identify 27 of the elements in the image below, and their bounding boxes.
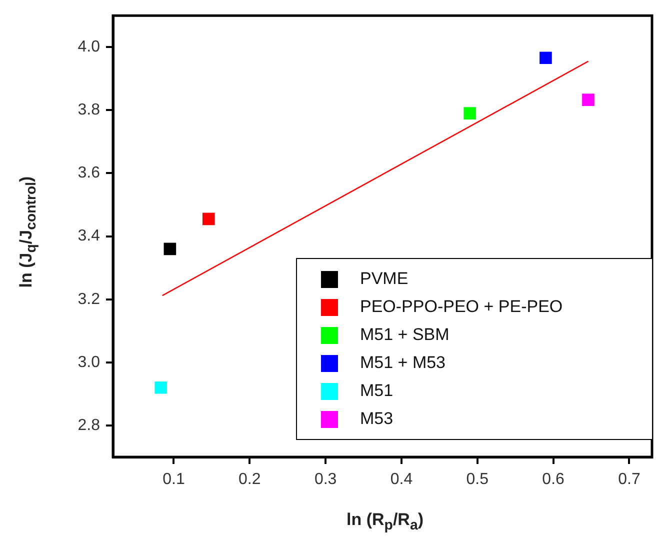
- x-tick-label: 0.4: [390, 471, 413, 488]
- x-tick-label: 0.3: [314, 471, 337, 488]
- point: [154, 381, 167, 394]
- y-tick-label: 3.2: [78, 290, 100, 308]
- legend-label: M51: [360, 381, 394, 401]
- y-tick-label: 3.4: [78, 228, 100, 245]
- x-tick-label: 0.2: [238, 471, 261, 488]
- point: [464, 107, 476, 120]
- x-tick-label: 0.6: [542, 471, 565, 488]
- legend-label: PVME: [360, 269, 408, 289]
- point: [164, 242, 176, 256]
- x-tick-label: 0.1: [162, 471, 185, 488]
- y-tick-label: 4.0: [78, 38, 100, 56]
- point: [582, 94, 594, 106]
- point: [540, 52, 552, 64]
- x-axis-title: ln (R$_{p}$/R$_{a}$): [346, 510, 424, 534]
- x-tick-label: 0.7: [618, 471, 640, 488]
- y-tick-label: 3.0: [78, 354, 100, 371]
- legend-label: M51 + M53: [360, 353, 446, 373]
- x-tick-label: 0.5: [466, 471, 489, 488]
- y-tick-label: 3.6: [78, 164, 100, 182]
- y-tick-label: 2.8: [78, 416, 100, 434]
- legend-label: PEO-PPO-PEO + PE-PEO: [360, 297, 563, 317]
- y-tick-label: 3.8: [78, 102, 100, 119]
- point: [202, 212, 215, 226]
- legend-label: M51 + SBM: [360, 325, 450, 345]
- legend-label: M53: [360, 409, 394, 429]
